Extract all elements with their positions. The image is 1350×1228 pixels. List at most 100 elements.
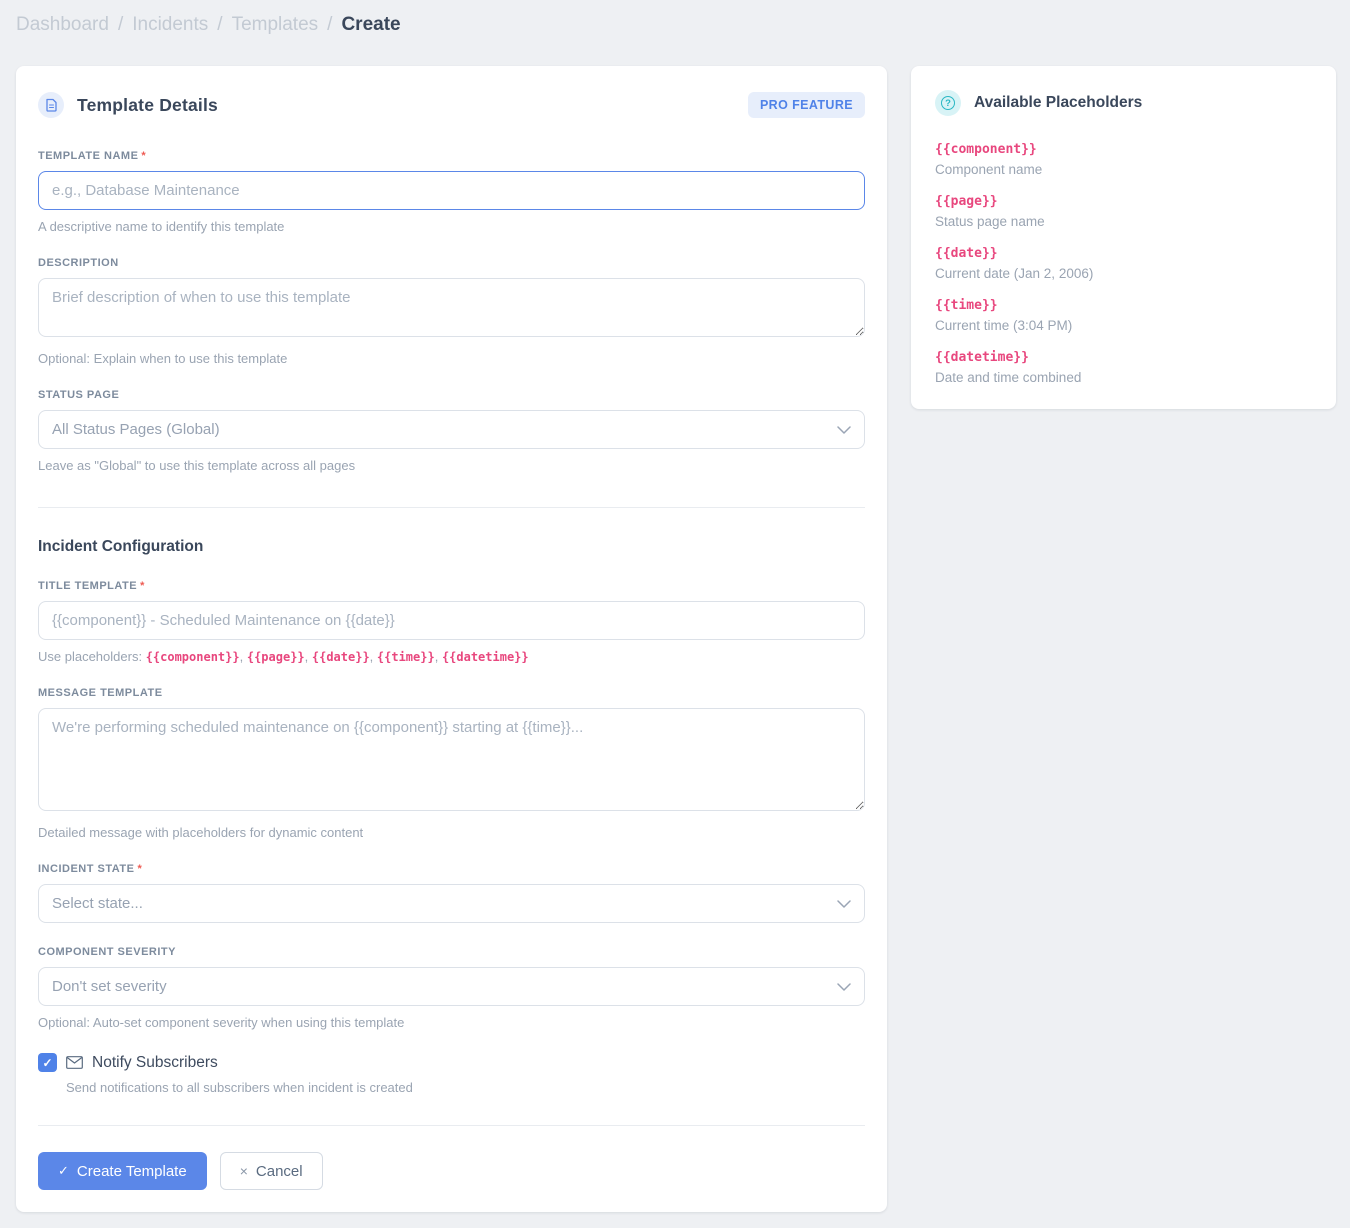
document-icon [38, 92, 64, 118]
title-template-input[interactable] [38, 601, 865, 640]
breadcrumb-separator: / [117, 14, 124, 35]
placeholder-code: {{time}} [935, 298, 998, 313]
available-placeholders-card: ? Available Placeholders {{component}} C… [911, 66, 1336, 409]
incident-state-select[interactable]: Select state... [38, 884, 865, 923]
breadcrumb-current-create: Create [341, 14, 401, 35]
component-severity-selected-value: Don't set severity [52, 978, 167, 995]
placeholder-description: Status page name [935, 214, 1045, 229]
component-severity-select[interactable]: Don't set severity [38, 967, 865, 1006]
placeholder-item-datetime: {{datetime}} Date and time combined [935, 350, 1312, 385]
breadcrumb-separator: / [327, 14, 333, 35]
placeholder-description: Date and time combined [935, 370, 1082, 385]
card-header: Template Details PRO FEATURE [38, 92, 865, 118]
placeholder-code: {{page}} [935, 194, 998, 209]
cancel-button-label: Cancel [255, 1162, 303, 1180]
breadcrumb-dashboard[interactable]: Dashboard [16, 14, 109, 35]
incident-configuration-title: Incident Configuration [38, 538, 204, 555]
notify-subscribers-help: Send notifications to all subscribers wh… [66, 1080, 413, 1095]
notify-subscribers-row: ✓ Notify Subscribers [38, 1053, 865, 1072]
placeholders-header: ? Available Placeholders [935, 90, 1312, 116]
help-circle-icon: ? [935, 90, 961, 116]
component-severity-label: COMPONENT SEVERITY [38, 946, 176, 958]
comma-separator: , [239, 649, 247, 664]
question-mark-icon: ? [941, 96, 955, 110]
footer-divider [38, 1125, 865, 1126]
placeholder-code: {{datetime}} [441, 650, 529, 664]
chevron-down-icon [837, 425, 851, 434]
placeholder-code: {{date}} [935, 246, 998, 261]
incident-state-selected-value: Select state... [52, 895, 143, 912]
incident-state-group: INCIDENT STATE * Select state... [38, 863, 865, 923]
description-help: Optional: Explain when to use this templ… [38, 351, 288, 366]
placeholders-title: Available Placeholders [974, 94, 1143, 111]
incident-state-label: INCIDENT STATE * [38, 863, 865, 875]
required-asterisk: * [140, 580, 145, 592]
template-name-label: TEMPLATE NAME * [38, 150, 865, 162]
placeholder-code: {{page}} [246, 650, 305, 664]
close-icon: × [239, 1163, 248, 1179]
template-name-group: TEMPLATE NAME* A descriptive name to ide… [38, 150, 865, 234]
help-prefix: Use placeholders: [38, 649, 143, 664]
template-details-card: Template Details PRO FEATURE TEMPLATE NA… [16, 66, 887, 1212]
create-template-button-label: Create Template [76, 1162, 187, 1180]
section-divider [38, 507, 865, 508]
component-severity-help: Optional: Auto-set component severity wh… [38, 1015, 405, 1030]
comma-separator: , [434, 649, 442, 664]
comma-separator: , [369, 649, 377, 664]
create-template-button[interactable]: ✓ Create Template [38, 1152, 207, 1190]
breadcrumb-incidents[interactable]: Incidents [132, 14, 209, 35]
required-asterisk: * [137, 863, 143, 875]
title-template-group: TITLE TEMPLATE* Use placeholders: {{comp… [38, 580, 865, 664]
placeholder-item-component: {{component}} Component name [935, 142, 1312, 177]
required-asterisk: * [141, 150, 147, 162]
notify-subscribers-group: ✓ Notify Subscribers Send notifications … [38, 1053, 865, 1095]
cancel-button[interactable]: × Cancel [219, 1152, 323, 1190]
content-layout: Template Details PRO FEATURE TEMPLATE NA… [16, 66, 1336, 1212]
message-template-label: MESSAGE TEMPLATE [38, 687, 163, 699]
placeholder-description: Current date (Jan 2, 2006) [935, 266, 1094, 281]
template-name-label-text: TEMPLATE NAME [38, 150, 139, 162]
title-template-label-text: TITLE TEMPLATE [38, 580, 138, 592]
notify-subscribers-label-text: Notify Subscribers [92, 1053, 218, 1071]
placeholder-item-page: {{page}} Status page name [935, 194, 1312, 229]
comma-separator: , [304, 649, 312, 664]
message-template-help: Detailed message with placeholders for d… [38, 825, 364, 840]
check-icon: ✓ [42, 1055, 53, 1070]
incident-state-label-text: INCIDENT STATE [38, 863, 135, 875]
placeholder-item-date: {{date}} Current date (Jan 2, 2006) [935, 246, 1312, 281]
message-template-group: MESSAGE TEMPLATE Detailed message with p… [38, 687, 865, 840]
placeholder-code: {{datetime}} [935, 350, 1029, 365]
title-template-label: TITLE TEMPLATE * [38, 580, 865, 592]
placeholder-code: {{component}} [935, 142, 1037, 157]
component-severity-group: COMPONENT SEVERITY Don't set severity Op… [38, 946, 865, 1030]
breadcrumb: Dashboard / Incidents / Templates / Crea… [16, 14, 1336, 36]
notify-subscribers-checkbox[interactable]: ✓ [38, 1053, 57, 1072]
status-page-group: STATUS PAGE All Status Pages (Global) Le… [38, 389, 865, 473]
mail-icon [66, 1056, 83, 1069]
breadcrumb-templates[interactable]: Templates [231, 14, 319, 35]
status-page-select[interactable]: All Status Pages (Global) [38, 410, 865, 449]
title-template-help: Use placeholders: {{component}}, {{page}… [38, 649, 865, 664]
pro-feature-badge: PRO FEATURE [747, 92, 865, 118]
check-icon: ✓ [58, 1163, 69, 1178]
placeholder-code: {{time}} [376, 650, 435, 664]
placeholder-item-time: {{time}} Current time (3:04 PM) [935, 298, 1312, 333]
description-textarea[interactable] [38, 278, 865, 337]
notify-subscribers-label[interactable]: Notify Subscribers [66, 1054, 218, 1072]
status-page-selected-value: All Status Pages (Global) [52, 421, 220, 438]
description-group: DESCRIPTION Optional: Explain when to us… [38, 257, 865, 366]
placeholder-code: {{component}} [145, 650, 240, 664]
status-page-help: Leave as "Global" to use this template a… [38, 458, 356, 473]
status-page-label: STATUS PAGE [38, 389, 120, 401]
chevron-down-icon [837, 899, 851, 908]
placeholder-code: {{date}} [311, 650, 370, 664]
placeholder-description: Current time (3:04 PM) [935, 318, 1073, 333]
form-actions: ✓ Create Template × Cancel [38, 1152, 865, 1190]
breadcrumb-separator: / [217, 14, 223, 35]
message-template-textarea[interactable] [38, 708, 865, 811]
template-name-input[interactable] [38, 171, 865, 210]
page-title: Template Details [77, 94, 218, 115]
chevron-down-icon [837, 982, 851, 991]
template-name-help: A descriptive name to identify this temp… [38, 219, 285, 234]
